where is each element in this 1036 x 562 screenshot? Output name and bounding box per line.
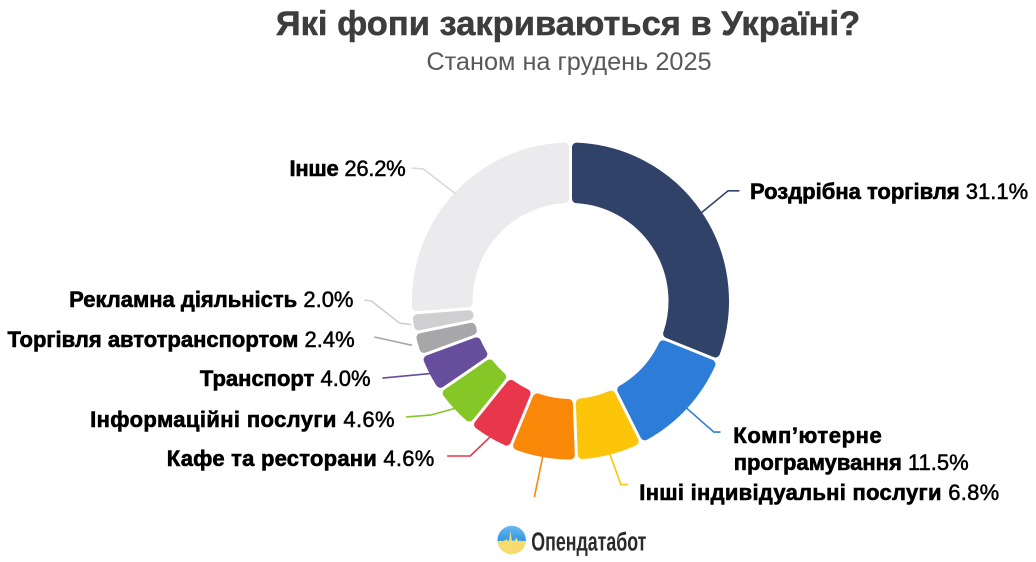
svg-text:Опендатабот: Опендатабот [531,527,646,556]
